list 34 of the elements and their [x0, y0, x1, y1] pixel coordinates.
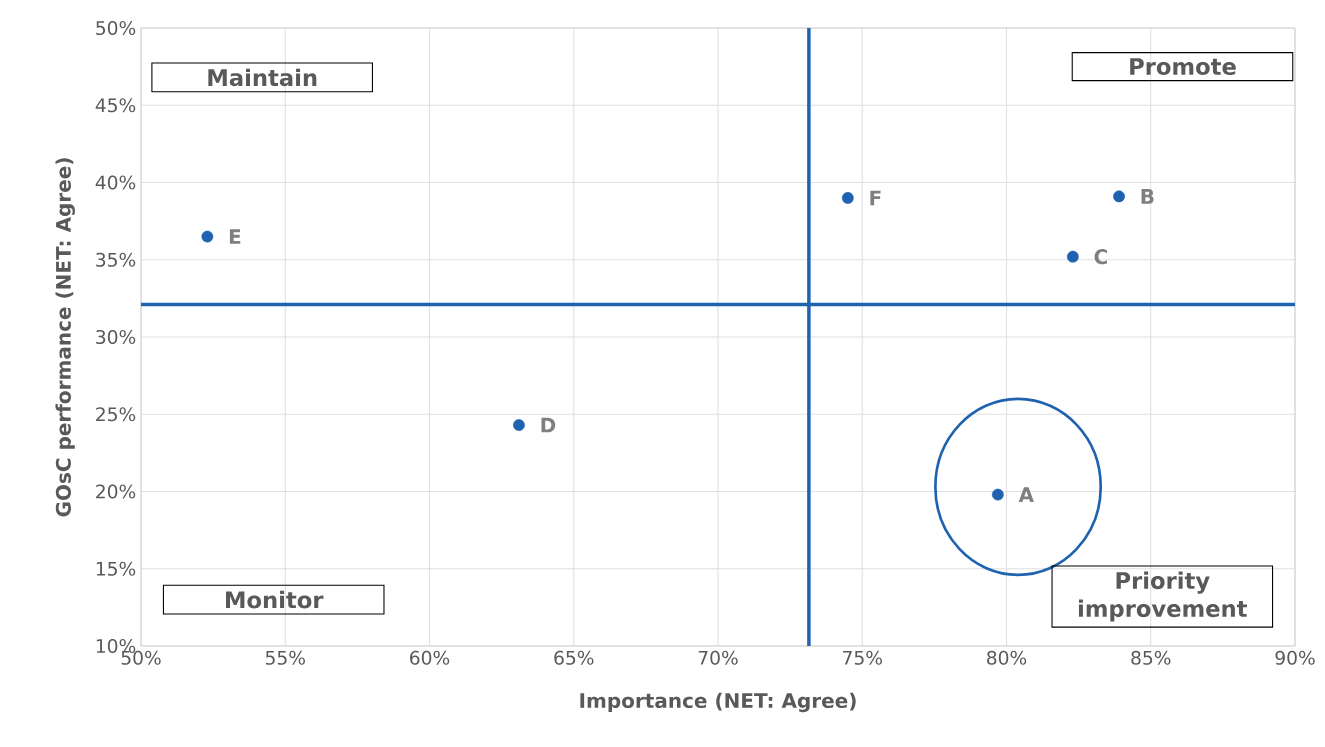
- annotation: Promote: [1130, 58, 1236, 76]
- annotation: F: [870, 190, 881, 206]
- y-tick-label: 35%: [96, 252, 136, 267]
- x-tick-label: 80%: [987, 650, 1027, 665]
- point: [513, 419, 525, 431]
- y-tick-label: 20%: [96, 484, 136, 499]
- annotation: C: [1094, 249, 1107, 265]
- y-tick-label: 50%: [96, 20, 136, 36]
- x-tick-label: 55%: [265, 650, 305, 665]
- annotation: Maintain: [208, 68, 317, 87]
- annotation: Monitor: [225, 590, 324, 609]
- x-tick-label: 70%: [698, 650, 738, 665]
- y-tick-label: 15%: [96, 561, 136, 576]
- point: [1066, 250, 1079, 263]
- x-tick-label: 75%: [843, 650, 882, 665]
- annotation: A: [1018, 487, 1034, 502]
- annotation: B: [1141, 189, 1154, 204]
- point: [991, 488, 1004, 501]
- x-tick-label: 85%: [1131, 650, 1171, 665]
- y-tick-label: 40%: [95, 175, 136, 190]
- point: [841, 192, 854, 204]
- y-tick-label: 25%: [96, 407, 136, 422]
- x-axis-title: Importance (NET: Agree): [580, 692, 856, 713]
- x-tick-label: 60%: [410, 650, 450, 665]
- annotation: D: [541, 417, 556, 433]
- annotation: Priority improvement: [1078, 571, 1248, 622]
- x-tick-label: 65%: [554, 650, 594, 665]
- point: [201, 230, 214, 243]
- x-tick-label: 90%: [1275, 650, 1315, 665]
- point: [1113, 190, 1125, 203]
- y-tick-label: 30%: [96, 329, 136, 345]
- y-tick-label: 45%: [95, 98, 136, 113]
- y-axis-title: GOsC performance (NET: Agree): [55, 158, 75, 517]
- annotation: E: [229, 229, 241, 244]
